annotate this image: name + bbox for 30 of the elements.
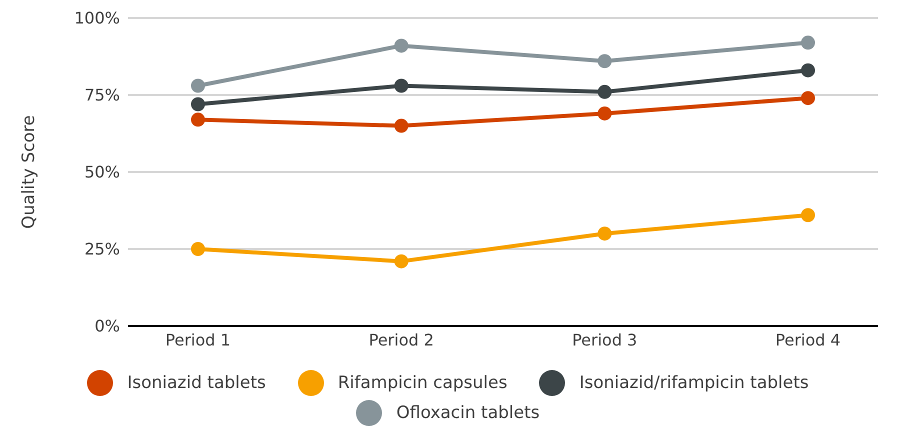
x-tick-label: Period 2 (368, 330, 434, 350)
point (598, 106, 612, 120)
point (394, 78, 408, 93)
point (598, 54, 612, 68)
point (801, 36, 815, 50)
y-tick-label: 75% (84, 86, 120, 105)
x-tick-label: Period 4 (775, 330, 841, 350)
point (598, 226, 612, 241)
y-tick-label: 50% (84, 162, 120, 182)
x-tick-label: Period 1 (165, 330, 231, 350)
y-axis-title: Quality Score (19, 115, 40, 229)
point (598, 84, 612, 99)
y-tick-label: 25% (84, 240, 120, 259)
point (394, 38, 408, 53)
point (191, 78, 205, 93)
point (394, 254, 408, 268)
point (801, 63, 815, 78)
legend-label: Isoniazid tablets (127, 373, 266, 393)
x-tick-label: Period 3 (572, 330, 638, 350)
legend-label: Isoniazid/rifampicin tablets (579, 373, 809, 393)
point (394, 118, 408, 133)
point (801, 208, 815, 222)
legend-label: Ofloxacin tablets (396, 403, 540, 423)
legend-label: Rifampicin capsules (338, 373, 508, 393)
point (191, 242, 205, 256)
point (801, 91, 815, 106)
y-tick-label: 100% (74, 8, 120, 28)
point (191, 97, 205, 112)
y-tick-label: 0% (94, 316, 120, 336)
point (191, 112, 205, 127)
